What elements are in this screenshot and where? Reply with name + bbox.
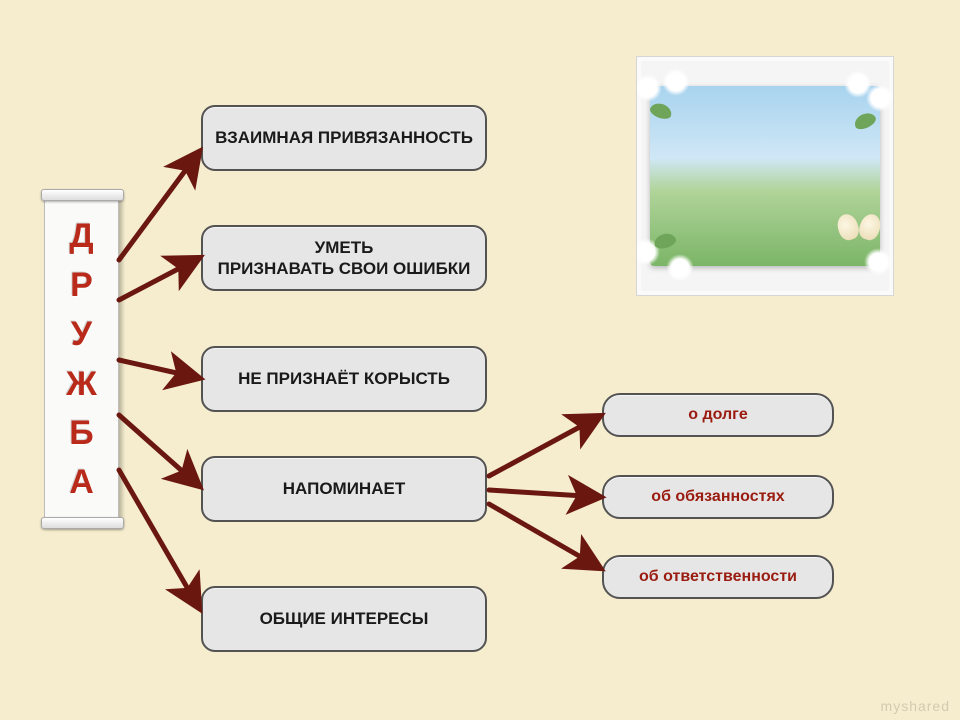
root-label: Д Р У Ж Б А xyxy=(45,211,118,507)
node-label: НАПОМИНАЕТ xyxy=(283,478,405,499)
node-no-self-interest: НЕ ПРИЗНАЁТ КОРЫСТЬ xyxy=(201,346,487,412)
node-label: ВЗАИМНАЯ ПРИВЯЗАННОСТЬ xyxy=(215,127,473,148)
node-about-duty: о долге xyxy=(602,393,834,437)
root-letter: А xyxy=(69,465,94,499)
root-letter: Ж xyxy=(66,367,97,401)
node-about-obligations: об обязанностях xyxy=(602,475,834,519)
node-label: об обязанностях xyxy=(651,487,784,507)
brand-watermark: myshared xyxy=(881,698,950,714)
illustration-decor xyxy=(644,80,886,273)
root-letter: Д xyxy=(69,219,93,253)
illustration-friends xyxy=(650,86,880,267)
root-letter: У xyxy=(71,317,92,351)
node-label: УМЕТЬ ПРИЗНАВАТЬ СВОИ ОШИБКИ xyxy=(218,237,471,280)
node-label: о долге xyxy=(688,405,747,425)
scroll-cap-top xyxy=(41,189,124,201)
root-letter: Р xyxy=(70,268,93,302)
illustration-frame xyxy=(636,56,894,296)
scroll-cap-bottom xyxy=(41,517,124,529)
node-label: НЕ ПРИЗНАЁТ КОРЫСТЬ xyxy=(238,368,450,389)
root-letter: Б xyxy=(69,416,93,450)
node-common-interests: ОБЩИЕ ИНТЕРЕСЫ xyxy=(201,586,487,652)
node-about-responsibility: об ответственности xyxy=(602,555,834,599)
node-label: об ответственности xyxy=(639,567,797,587)
node-mutual-attachment: ВЗАИМНАЯ ПРИВЯЗАННОСТЬ xyxy=(201,105,487,171)
butterfly-icon xyxy=(838,212,880,246)
root-scroll: Д Р У Ж Б А xyxy=(44,194,119,524)
node-admit-mistakes: УМЕТЬ ПРИЗНАВАТЬ СВОИ ОШИБКИ xyxy=(201,225,487,291)
node-reminds: НАПОМИНАЕТ xyxy=(201,456,487,522)
node-label: ОБЩИЕ ИНТЕРЕСЫ xyxy=(260,608,429,629)
